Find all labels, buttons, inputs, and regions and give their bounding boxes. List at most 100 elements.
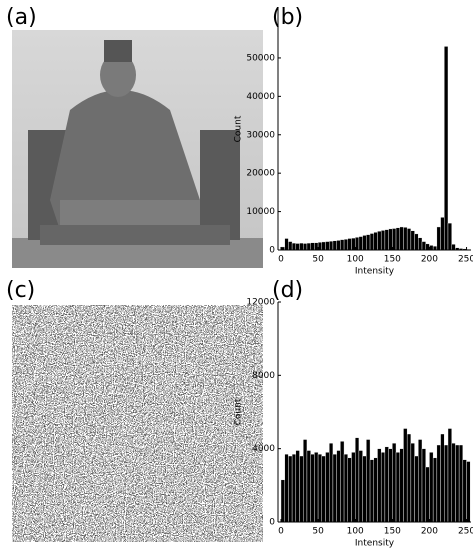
bar (373, 457, 378, 523)
bar (414, 233, 419, 251)
bar (399, 448, 404, 523)
bar (303, 439, 308, 523)
bar (303, 243, 308, 251)
bar (421, 448, 426, 523)
x-axis-label: Intensity (355, 539, 395, 549)
bar (280, 479, 285, 523)
bar (299, 455, 304, 523)
x-tick-label: 150 (384, 527, 401, 537)
bar (336, 240, 341, 251)
bar (369, 233, 374, 251)
bar (406, 228, 412, 251)
y-tick-label: 20000 (246, 169, 275, 179)
bar (284, 238, 289, 251)
y-axis-label: Count (234, 115, 244, 142)
bar (288, 241, 293, 251)
bar (406, 433, 412, 523)
bar (321, 455, 326, 523)
bar (317, 242, 322, 251)
bar (325, 241, 330, 251)
bar (440, 217, 445, 251)
bar (336, 450, 341, 523)
bar (366, 439, 371, 523)
bar (447, 428, 452, 523)
y-tick-label: 0 (269, 518, 275, 528)
bar (332, 240, 337, 251)
x-tick-label: 250 (458, 527, 473, 537)
bar (284, 453, 289, 523)
bar (295, 243, 300, 251)
x-axis-label: Intensity (355, 267, 395, 277)
bar (399, 226, 404, 251)
bar (429, 245, 434, 251)
bar (447, 222, 452, 251)
statue-photo (12, 30, 263, 268)
bar (366, 234, 371, 251)
bar (340, 239, 345, 251)
bar (436, 226, 441, 251)
bar (444, 46, 449, 251)
bar (414, 455, 419, 523)
bar (384, 446, 389, 523)
bar (314, 242, 319, 251)
bar (347, 238, 352, 251)
bar (425, 466, 430, 523)
bar (325, 452, 330, 523)
cipher-image (12, 305, 263, 542)
bar (451, 442, 456, 523)
bar (377, 448, 382, 523)
bar (384, 229, 389, 251)
bar (403, 428, 408, 523)
bar (358, 236, 363, 251)
bar (288, 455, 293, 523)
panel-label: (c) (6, 278, 35, 303)
bar (321, 241, 326, 251)
bar (355, 437, 360, 523)
bar (388, 448, 393, 523)
bar (380, 230, 386, 251)
bar (418, 237, 423, 251)
bar (455, 444, 460, 523)
x-tick-label: 200 (421, 527, 438, 537)
panel-label: (a) (6, 5, 37, 30)
bar (429, 452, 434, 523)
bar (310, 242, 315, 251)
bar (444, 444, 449, 523)
bar (306, 242, 311, 251)
bar (291, 453, 297, 523)
bar (462, 459, 467, 523)
bar (351, 452, 356, 523)
bar (343, 239, 348, 251)
bar (340, 441, 345, 523)
bar (410, 230, 415, 251)
bar (458, 444, 464, 523)
panel-label: (d) (272, 278, 303, 303)
bar (451, 244, 456, 251)
x-tick-label: 50 (312, 527, 324, 537)
bar (355, 237, 360, 251)
bar (291, 242, 297, 251)
y-tick-label: 12000 (246, 298, 275, 308)
bar (343, 453, 348, 523)
y-tick-label: 4000 (252, 444, 275, 454)
bar (347, 457, 352, 523)
bar (295, 450, 300, 523)
y-tick-label: 10000 (246, 207, 275, 217)
bar (403, 227, 408, 251)
x-tick-label: 250 (458, 255, 473, 265)
bar (299, 242, 304, 251)
x-tick-label: 0 (278, 527, 284, 537)
bar (436, 444, 441, 523)
bar (466, 461, 471, 523)
bar (440, 433, 445, 523)
y-tick-label: 50000 (246, 53, 275, 63)
x-tick-label: 100 (347, 255, 364, 265)
bar (362, 235, 367, 251)
bar (418, 439, 423, 523)
bar (314, 452, 319, 523)
x-tick-label: 0 (278, 255, 284, 265)
bar (395, 452, 400, 523)
bar (329, 442, 334, 523)
bar (362, 455, 367, 523)
